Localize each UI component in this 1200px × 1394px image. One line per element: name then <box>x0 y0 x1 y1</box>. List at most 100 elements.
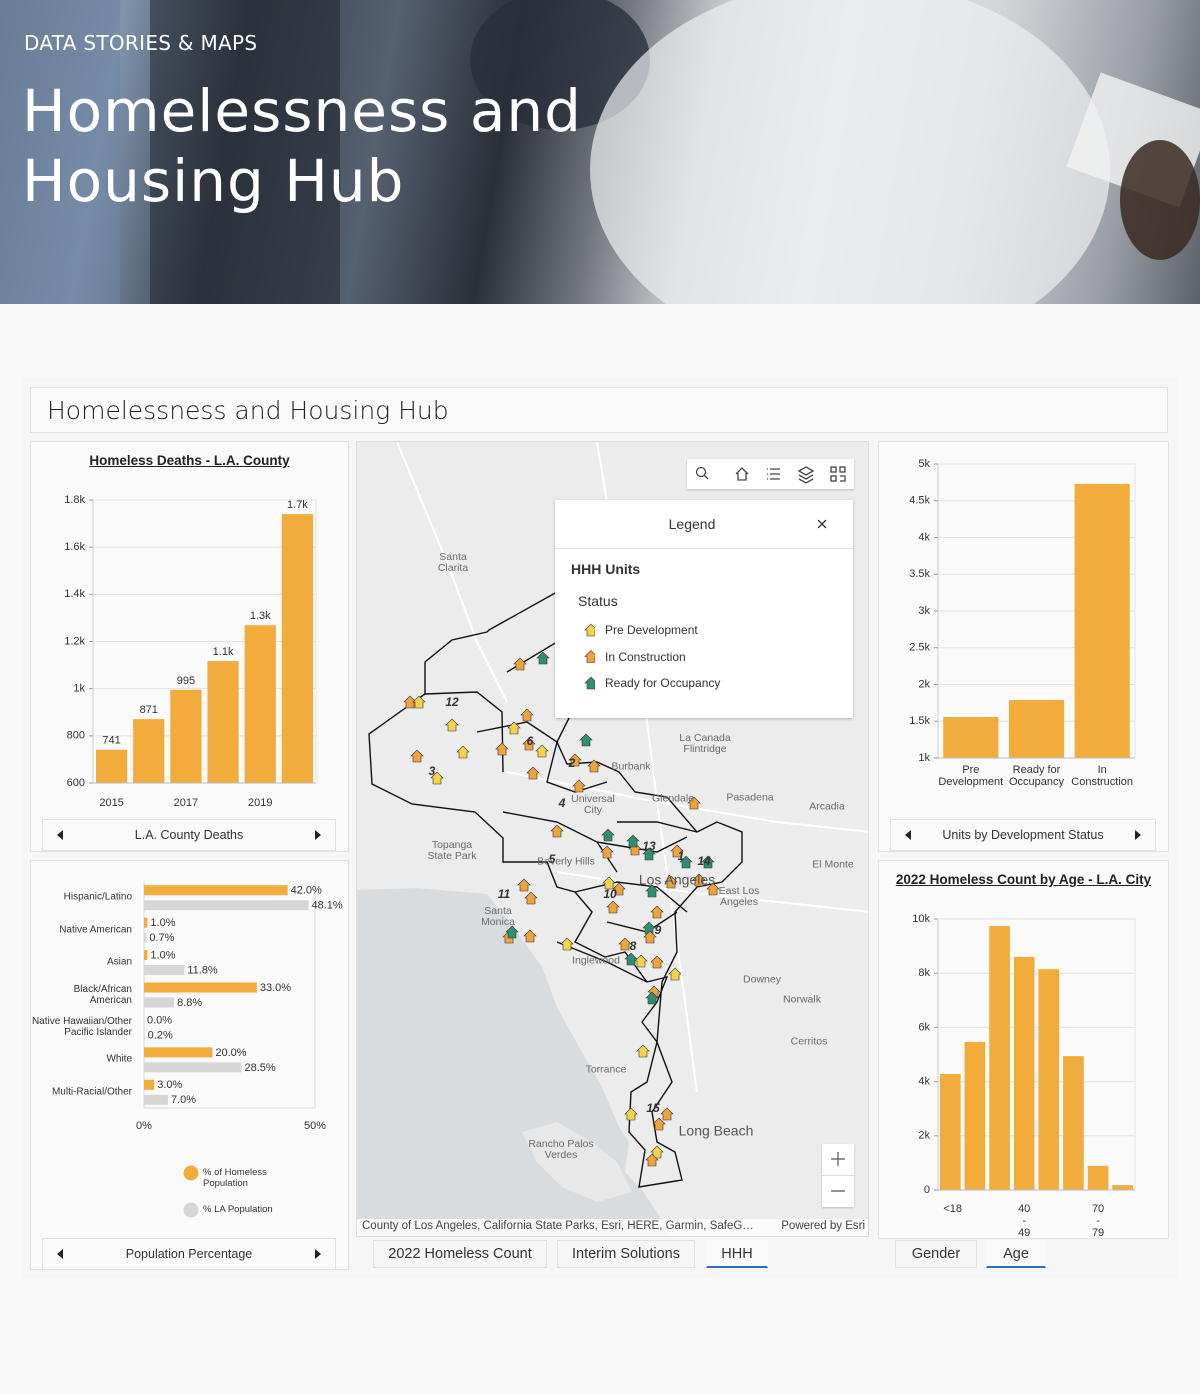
map-marker <box>642 921 656 935</box>
search-button[interactable] <box>687 459 719 489</box>
units-panel: 1k 1.5k 2k 2.5k 3k 3.5k 4k 4.5k 5k Pre Developme… <box>878 441 1169 852</box>
map-marker <box>642 847 656 861</box>
legend-swatch <box>183 1202 199 1218</box>
zoom-icons <box>822 1152 854 1192</box>
map-marker <box>600 845 614 859</box>
map-marker <box>524 891 538 905</box>
value-label: 20.0% <box>215 1047 246 1059</box>
x-tick-label: In Construction <box>1071 764 1134 788</box>
place-label: Cerritos <box>790 1035 828 1048</box>
y-tick-label: Multi-Racial/Other <box>51 1086 132 1098</box>
chart-title: Homeless Deaths - L.A. County <box>89 453 290 468</box>
value-label: 1.1k <box>213 646 234 658</box>
tab[interactable]: 2022 Homeless Count <box>373 1240 547 1268</box>
map-marker <box>430 771 444 785</box>
zoom-in[interactable] <box>822 1144 854 1175</box>
district-label: 10 <box>603 887 617 901</box>
map-marker <box>412 695 426 709</box>
legend-layer: HHH Units <box>571 561 641 577</box>
district-label: 3 <box>428 764 436 778</box>
bar <box>989 926 1010 1190</box>
tab[interactable]: Gender <box>895 1240 977 1268</box>
legend-field: Status <box>578 593 618 609</box>
map-marker <box>550 824 564 838</box>
district-label: 13 <box>642 839 656 853</box>
y-tick-label: 4.5k <box>909 495 930 507</box>
legend-button[interactable] <box>759 459 791 489</box>
x-tick-label: 2017 <box>173 797 199 809</box>
bar <box>144 900 309 911</box>
bar <box>207 661 239 783</box>
map-marker <box>645 991 659 1005</box>
layers-button[interactable] <box>791 459 823 489</box>
prev-button[interactable] <box>57 1249 63 1259</box>
place-label: Santa Clarita <box>437 551 469 574</box>
next-button[interactable] <box>315 830 321 840</box>
next-button[interactable] <box>315 1249 321 1259</box>
map[interactable]: Santa Clarita La Canada Flintridge Burbank… <box>356 441 869 1237</box>
map-marker <box>456 745 470 759</box>
place-label: Torrance <box>585 1063 627 1076</box>
legend-icon <box>584 676 595 690</box>
footer-label: L.A. County Deaths <box>134 828 244 842</box>
map-marker <box>687 796 701 810</box>
map-marker <box>664 875 678 889</box>
value-label: 1.0% <box>150 917 175 929</box>
tab[interactable]: Interim Solutions <box>557 1240 695 1268</box>
y-tick-label: 5k <box>918 458 930 470</box>
place-label: Los Angeles <box>638 871 716 888</box>
map-marker <box>517 878 531 892</box>
map-marker <box>701 855 715 869</box>
district-label: 15 <box>646 1101 660 1115</box>
bar <box>133 719 165 783</box>
attribution: County of Los Angeles, California State … <box>362 1220 754 1232</box>
bar <box>144 932 147 943</box>
y-tick-label: 1.2k <box>64 635 85 647</box>
value-label: 995 <box>177 675 195 687</box>
map-marker <box>624 952 638 966</box>
y-tick-label: 10k <box>912 913 930 925</box>
x-tick-label: Ready for Occupancy <box>1008 764 1065 788</box>
bar <box>281 514 314 783</box>
basemap-button[interactable] <box>823 459 855 489</box>
legend-swatch <box>183 1165 199 1181</box>
legend-item: Ready for Occupancy <box>605 676 721 690</box>
map-marker <box>520 708 534 722</box>
place-label: East Los Angeles <box>718 885 760 908</box>
close-button[interactable] <box>815 517 831 533</box>
next-button[interactable] <box>1135 830 1141 840</box>
prev-button[interactable] <box>905 830 911 840</box>
map-marker <box>650 1145 664 1159</box>
map-marker <box>601 828 615 842</box>
district-label: 11 <box>497 887 511 901</box>
x-tick-label: 2019 <box>248 797 273 809</box>
prev-button[interactable] <box>57 830 63 840</box>
tab[interactable]: HHH <box>706 1240 768 1268</box>
place-label: Downey <box>743 973 781 986</box>
bar <box>1112 1185 1134 1190</box>
bar <box>144 1079 155 1090</box>
map-marker <box>403 695 417 709</box>
x-tick-label: 70 - 79 <box>1091 1203 1105 1239</box>
eyebrow: DATA STORIES & MAPS <box>24 31 258 55</box>
chart: 600 800 1k 1.2k 1.4k 1.6k 1.8k 741 871 995 1.1k 1.3… <box>64 494 317 789</box>
y-tick-label: 2k <box>918 1130 930 1142</box>
legend-icon <box>584 623 595 637</box>
legend-title: Legend <box>668 516 716 532</box>
dashboard-header: Homelessness and Housing Hub <box>30 387 1168 433</box>
y-tick-label: 6k <box>918 1021 930 1033</box>
x-tick-label: Pre Development <box>938 764 1004 788</box>
map-marker <box>507 721 521 735</box>
bar <box>144 1029 145 1040</box>
hero-banner: DATA STORIES & MAPS Homelessness and Hou… <box>0 0 1200 304</box>
bar <box>144 885 288 896</box>
map-marker <box>643 930 657 944</box>
map-marker <box>536 651 550 665</box>
tab[interactable]: Age <box>986 1240 1046 1268</box>
place-label: Inglewood <box>572 954 620 967</box>
home-button[interactable] <box>727 459 759 489</box>
value-label: 8.8% <box>177 997 202 1009</box>
map-marker <box>679 855 693 869</box>
zoom-out[interactable] <box>822 1176 854 1207</box>
